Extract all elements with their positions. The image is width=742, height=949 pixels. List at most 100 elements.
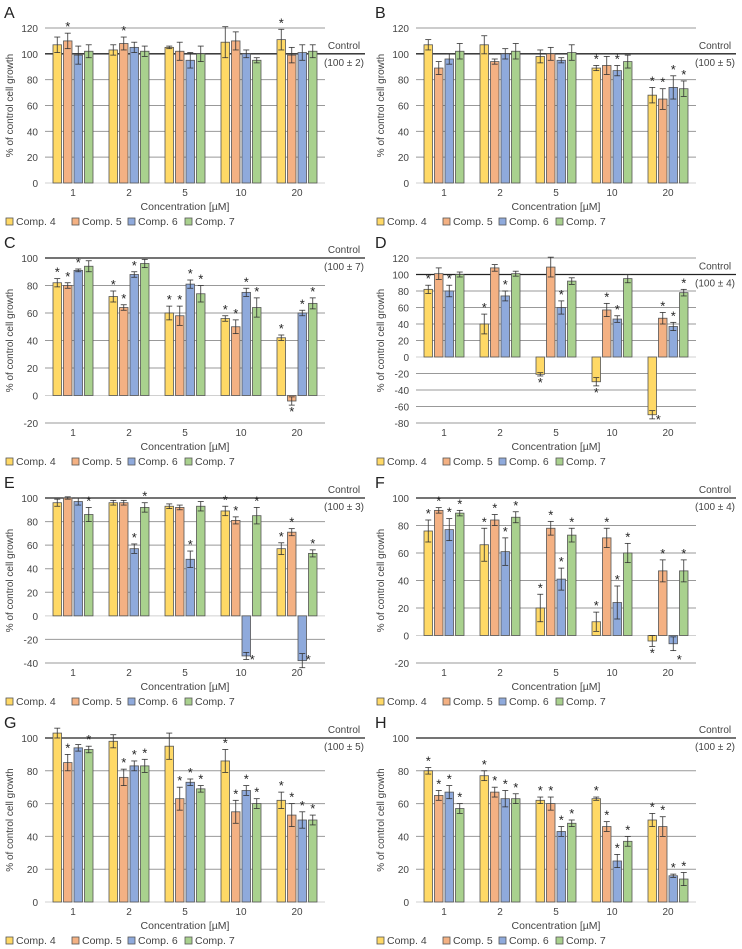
bar-comp6-20 <box>297 312 307 396</box>
significance-asterisk: * <box>233 306 238 321</box>
bar-comp6-10 <box>612 70 622 184</box>
x-tick-label: 20 <box>662 907 674 918</box>
significance-asterisk: * <box>604 289 609 304</box>
significance-asterisk: * <box>656 412 661 427</box>
significance-asterisk: * <box>513 498 518 513</box>
legend-swatch <box>498 936 507 945</box>
x-tick-label: 10 <box>235 188 247 199</box>
significance-asterisk: * <box>289 790 294 805</box>
bar-comp6-1 <box>73 54 83 184</box>
chart-panel-f: F -20 0 20 40 60 80 100 Control (100 ± 4) % of con… <box>375 475 736 708</box>
bar-comp7-1 <box>455 50 465 184</box>
bar-comp4-5 <box>535 356 545 375</box>
y-tick-label: 80 <box>398 287 410 298</box>
bar-comp5-1 <box>63 497 73 617</box>
x-tick-label: 1 <box>441 428 447 439</box>
y-tick-label: 20 <box>398 153 410 164</box>
y-tick-label: 60 <box>27 309 39 320</box>
bar-comp6-1 <box>73 747 83 903</box>
bar-comp5-10 <box>602 309 612 358</box>
y-tick-label: 60 <box>27 102 39 113</box>
y-tick-label: 0 <box>403 898 409 909</box>
y-tick-label: 20 <box>27 865 39 876</box>
legend-swatch <box>5 217 14 226</box>
bar-comp5-2 <box>490 267 500 358</box>
bar-comp5-1 <box>434 509 444 636</box>
control-label: Control <box>699 262 731 273</box>
bar-comp6-20 <box>668 87 678 184</box>
significance-asterisk: * <box>681 858 686 873</box>
bar-comp5-5 <box>546 527 556 636</box>
bar-comp7-20 <box>679 88 689 184</box>
bar-comp4-10 <box>591 798 601 903</box>
legend-label: Comp. 6 <box>138 935 178 947</box>
bar-comp4-2 <box>479 44 489 184</box>
legend-label: Comp. 4 <box>16 935 56 947</box>
significance-asterisk: * <box>254 785 259 800</box>
significance-asterisk: * <box>436 494 441 509</box>
significance-asterisk: * <box>233 503 238 518</box>
legend-label: Comp. 5 <box>453 216 493 228</box>
x-tick-label: 5 <box>182 907 188 918</box>
x-axis-label: Concentration [µM] <box>141 920 230 932</box>
significance-asterisk: * <box>289 515 294 530</box>
significance-asterisk: * <box>660 546 665 561</box>
x-tick-label: 1 <box>441 668 447 679</box>
legend-swatch <box>498 457 507 466</box>
control-label: Control <box>699 725 731 736</box>
bar-comp6-5 <box>556 59 566 184</box>
x-tick-label: 2 <box>497 428 503 439</box>
control-label: Control <box>328 41 360 52</box>
x-tick-label: 5 <box>553 428 559 439</box>
legend-swatch <box>184 217 193 226</box>
bar-comp4-5 <box>164 312 174 396</box>
y-tick-label: 80 <box>27 518 39 529</box>
legend-label: Comp. 4 <box>387 696 427 708</box>
y-tick-label: 40 <box>27 127 39 138</box>
significance-asterisk: * <box>121 755 126 770</box>
bar-comp4-1 <box>52 732 62 903</box>
significance-asterisk: * <box>254 284 259 299</box>
legend-label: Comp. 7 <box>566 696 606 708</box>
legend-label: Comp. 6 <box>509 935 549 947</box>
control-value: (100 ± 5) <box>695 58 735 69</box>
x-tick-label: 20 <box>291 188 303 199</box>
bar-comp5-10 <box>602 826 612 903</box>
significance-asterisk: * <box>538 375 543 390</box>
y-tick-label: -20 <box>395 659 410 670</box>
significance-asterisk: * <box>279 529 284 544</box>
y-tick-label: 0 <box>32 392 38 403</box>
bar-comp7-5 <box>196 53 206 184</box>
bar-comp4-10 <box>220 760 230 903</box>
legend-label: Comp. 5 <box>82 935 122 947</box>
bar-comp4-1 <box>423 288 433 358</box>
legend-swatch <box>442 217 451 226</box>
significance-asterisk: * <box>671 860 676 875</box>
bar-comp5-2 <box>119 776 129 903</box>
bar-comp6-20 <box>668 326 678 358</box>
y-tick-label: 120 <box>21 24 38 35</box>
y-axis-label: % of control cell growth <box>376 768 387 871</box>
y-tick-label: 40 <box>27 565 39 576</box>
bar-comp5-10 <box>231 519 241 617</box>
x-axis-label: Concentration [µM] <box>141 681 230 693</box>
bar-comp5-5 <box>175 507 185 617</box>
bar-comp6-1 <box>444 791 454 903</box>
bar-comp7-10 <box>252 515 262 617</box>
significance-asterisk: * <box>177 292 182 307</box>
bar-comp5-1 <box>434 273 444 358</box>
bar-comp7-20 <box>679 292 689 358</box>
y-tick-label: -40 <box>395 386 410 397</box>
bar-comp6-5 <box>185 283 195 396</box>
bar-comp7-1 <box>455 808 465 903</box>
y-tick-label: 0 <box>32 898 38 909</box>
x-axis-label: Concentration [µM] <box>512 681 601 693</box>
significance-asterisk: * <box>538 580 543 595</box>
bar-comp5-5 <box>546 266 556 358</box>
y-tick-label: 60 <box>398 102 410 113</box>
bar-comp6-2 <box>129 548 139 617</box>
y-tick-label: 60 <box>398 549 410 560</box>
x-tick-label: 2 <box>126 428 132 439</box>
significance-asterisk: * <box>250 652 255 667</box>
significance-asterisk: * <box>86 732 91 747</box>
